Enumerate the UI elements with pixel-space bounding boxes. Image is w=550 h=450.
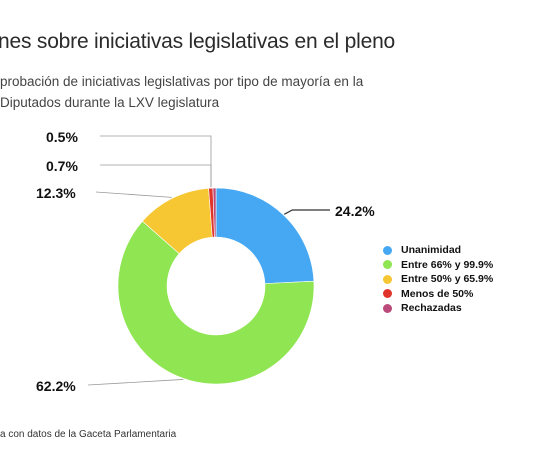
source-note: a con datos de la Gaceta Parlamentaria [0,429,177,440]
legend-swatch-icon [383,245,392,255]
leader-line-2 [95,191,172,198]
leader-line-3 [100,164,212,188]
percent-label-1: 62.2% [36,378,76,394]
percent-label-2: 12.3% [36,185,76,201]
donut-slices [117,187,315,385]
donut-slice-0 [215,187,315,284]
chart-subtitle: probación de iniciativas legislativas po… [0,71,363,113]
legend-swatch-icon [383,260,392,270]
leader-line-4 [100,135,212,188]
legend-swatch-icon [383,289,392,299]
percent-label-0: 24.2% [335,203,375,219]
legend-swatch-icon [383,274,392,284]
legend-swatch-icon [383,303,392,313]
legend-item-menos-50: Menos de 50% [383,287,493,302]
legend-label: Entre 66% y 99.9% [401,258,494,271]
subtitle-line-1: probación de iniciativas legislativas po… [0,74,364,89]
legend-item-unanimidad: Unanimidad [383,243,493,258]
donut-slice-4 [212,187,217,238]
legend-label: Rechazadas [401,302,462,315]
legend-label: Unanimidad [401,244,462,257]
legend-item-rechazadas: Rechazadas [383,301,493,316]
donut-slice-1 [117,220,315,385]
legend-label: Menos de 50% [401,287,474,300]
chart-title: nes sobre iniciativas legislativas en el… [0,30,396,53]
percent-labels: 24.2% 62.2% 12.3% 0.7% 0.5% [36,129,375,394]
chart-legend: Unanimidad Entre 66% y 99.9% Entre 50% y… [383,243,493,316]
subtitle-line-2: Diputados durante la LXV legislatura [0,95,220,110]
leader-line-0 [283,209,330,215]
legend-item-50-65: Entre 50% y 65.9% [383,272,493,287]
leader-line-1 [87,379,184,386]
legend-item-66-99: Entre 66% y 99.9% [383,258,493,273]
legend-label: Entre 50% y 65.9% [401,273,494,286]
percent-label-4: 0.5% [46,129,78,145]
label-leader-lines [87,135,330,386]
percent-label-3: 0.7% [46,158,78,174]
